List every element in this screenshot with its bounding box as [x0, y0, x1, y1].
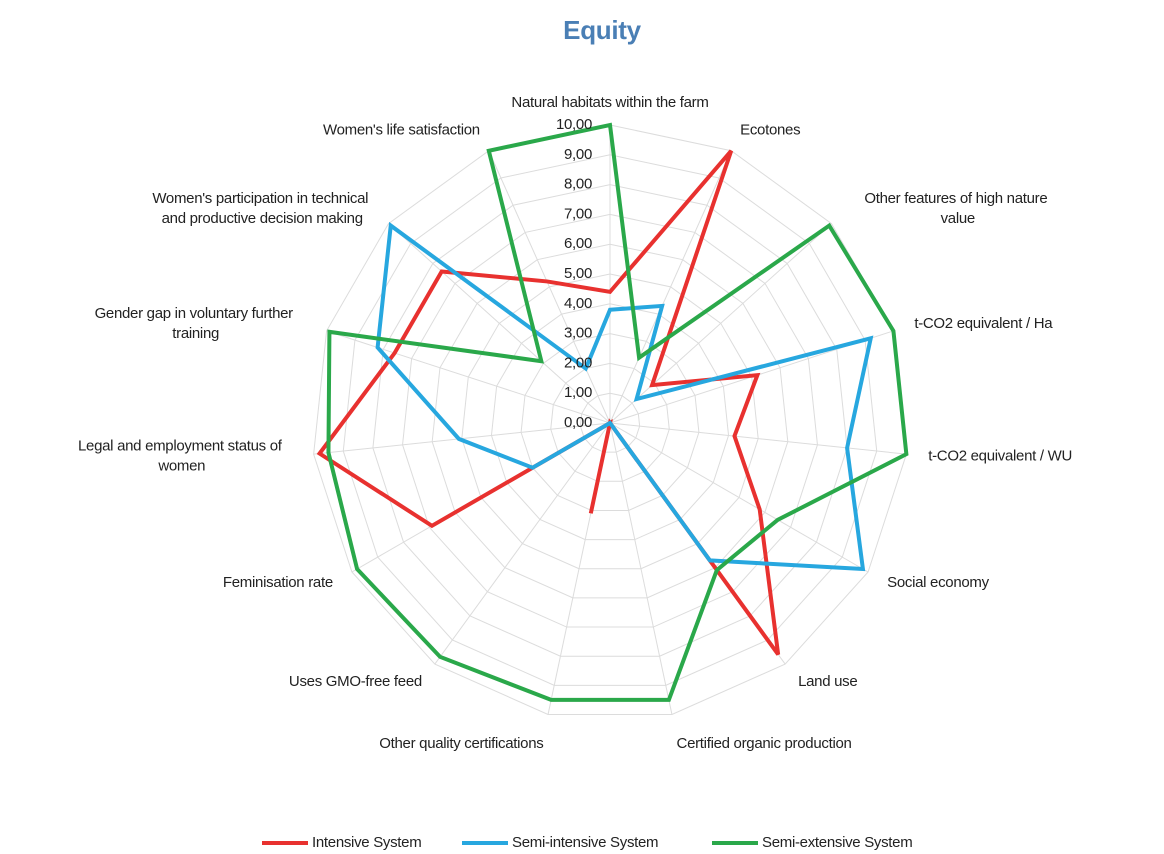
tick-label: 10,00 [556, 116, 592, 133]
series-line [316, 149, 781, 656]
spoke [609, 422, 869, 573]
category-label: Uses GMO-free feed [289, 673, 422, 690]
tick-label: 7,00 [564, 205, 592, 222]
grid-ring [461, 273, 759, 570]
legend-label: Intensive System [312, 834, 421, 851]
legend-label: Semi-intensive System [512, 834, 658, 851]
legend-label: Semi-extensive System [762, 834, 912, 851]
spoke [488, 150, 611, 424]
category-label: Land use [798, 673, 857, 690]
tick-label: 8,00 [564, 176, 592, 193]
category-label: Other quality certifications [379, 735, 543, 752]
category-label: Women's life satisfaction [323, 122, 480, 139]
spoke [609, 422, 907, 455]
tick-label: 0,00 [564, 414, 592, 431]
category-label: Feminisation rate [223, 574, 333, 591]
tick-label: 2,00 [564, 354, 592, 371]
grid-ring [372, 184, 848, 657]
category-label: Natural habitats within the farm [511, 94, 708, 111]
category-label: Gender gap in voluntary further training [95, 305, 297, 342]
category-label: Other features of high nature value [864, 190, 1051, 227]
grid-ring [490, 303, 730, 541]
spoke [609, 223, 832, 424]
grid-ring [431, 243, 789, 599]
spoke [434, 422, 611, 665]
grid-ring [520, 333, 700, 511]
tick-label: 6,00 [564, 235, 592, 252]
category-label: Certified organic production [677, 735, 852, 752]
spoke [609, 422, 673, 715]
grid-ring [402, 213, 818, 628]
spoke [388, 223, 611, 424]
category-label: Legal and employment status of women [78, 437, 286, 474]
tick-label: 5,00 [564, 265, 592, 282]
category-label: Women's participation in technical and p… [152, 190, 372, 227]
category-label: t-CO2 equivalent / WU [928, 447, 1072, 464]
category-label: Social economy [887, 574, 989, 591]
grid-ring [579, 392, 641, 453]
tick-label: 3,00 [564, 325, 592, 342]
category-label: t-CO2 equivalent / Ha [914, 315, 1053, 332]
series-line [375, 221, 874, 572]
chart-title: Equity [563, 15, 641, 45]
tick-label: 1,00 [564, 384, 592, 401]
tick-label: 9,00 [564, 146, 592, 163]
category-label: Ecotones [740, 122, 800, 139]
tick-label: 4,00 [564, 295, 592, 312]
series-line [326, 122, 909, 702]
spoke [609, 150, 732, 424]
spoke [326, 330, 611, 424]
